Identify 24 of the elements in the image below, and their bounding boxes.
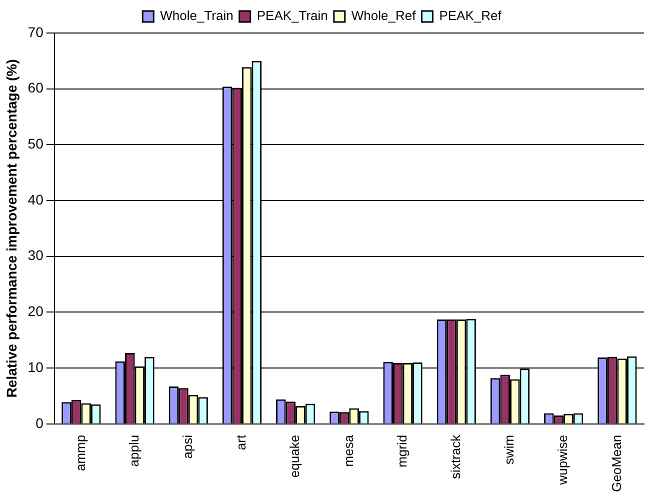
x-tick-label: apsi — [180, 434, 195, 459]
y-tick-label: 30 — [28, 247, 44, 264]
legend-label: Whole_Train — [160, 8, 234, 24]
y-tick-label: 70 — [28, 24, 44, 40]
y-tick-label: 40 — [28, 191, 44, 208]
y-axis-title: Relative performance improvement percentage (%) — [3, 59, 20, 398]
legend-label: PEAK_Train — [256, 8, 328, 24]
x-tick-label: applu — [126, 434, 142, 467]
x-tick-label: equake — [287, 434, 302, 478]
y-tick-label: 10 — [28, 358, 44, 375]
y-tick-label: 20 — [28, 303, 44, 320]
y-tick-label: 0 — [36, 414, 44, 431]
x-tick-label: art — [234, 434, 249, 450]
x-tick-label: sixtrack — [448, 434, 463, 479]
y-tick-label: 60 — [28, 80, 44, 96]
legend-label: PEAK_Ref — [439, 8, 502, 24]
x-tick-label: GeoMean — [608, 434, 624, 492]
x-tick-label: ammp — [72, 434, 88, 472]
legend-label: Whole_Ref — [351, 8, 416, 24]
y-tick-label: 50 — [28, 136, 44, 152]
x-tick-label: wupwise — [555, 434, 570, 486]
x-tick-label: mesa — [340, 434, 356, 467]
x-tick-label: mgrid — [394, 434, 410, 468]
x-tick-label: swim — [502, 434, 517, 465]
